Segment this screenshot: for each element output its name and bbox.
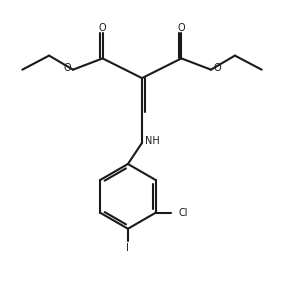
Text: O: O <box>178 23 185 33</box>
Text: NH: NH <box>145 136 160 146</box>
Text: Cl: Cl <box>178 208 188 217</box>
Text: O: O <box>63 63 71 73</box>
Text: O: O <box>213 63 221 73</box>
Text: O: O <box>99 23 106 33</box>
Text: I: I <box>126 243 129 253</box>
